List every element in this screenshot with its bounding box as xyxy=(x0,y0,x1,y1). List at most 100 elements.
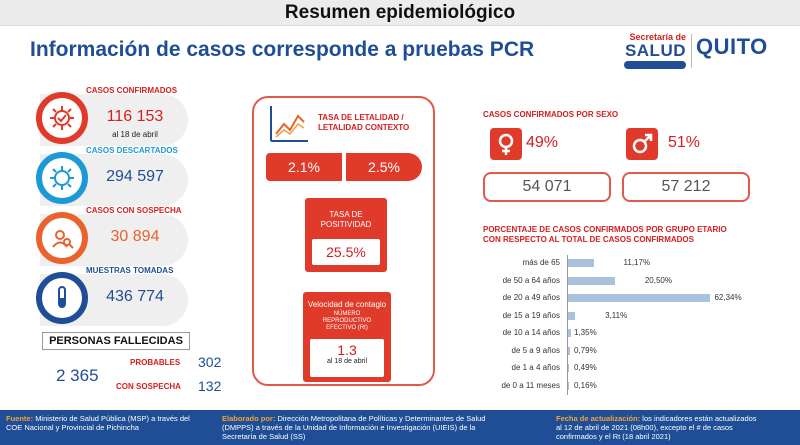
age-bar xyxy=(568,346,570,355)
footer-elaborado-label: Elaborado por: xyxy=(222,414,276,423)
stat-muestras-label: MUESTRAS TOMADAS xyxy=(86,266,174,275)
virus-icon-red xyxy=(36,92,88,144)
contagio-date: al 18 de abril xyxy=(326,358,368,365)
fallecidas-title: PERSONAS FALLECIDAS xyxy=(42,332,190,350)
footer: Fuente: Ministerio de Salud Pública (MSP… xyxy=(0,410,800,445)
age-row: de 10 a 14 años 1,35% xyxy=(470,326,790,340)
header-bar: Resumen epidemiológico xyxy=(0,0,800,26)
stat-confirmados-date: al 18 de abril xyxy=(112,130,158,139)
logo-divider xyxy=(691,34,692,68)
letalidad-title-line2: LETALIDAD CONTEXTO xyxy=(318,123,410,132)
age-bar xyxy=(568,329,572,337)
letalidad-title-line1: TASA DE LETALIDAD / xyxy=(318,113,404,122)
positividad-title-line2: POSITIVIDAD xyxy=(320,220,372,229)
fallecidas-sospecha-label: CON SOSPECHA xyxy=(116,382,181,391)
age-row: de 20 a 49 años 62,34% xyxy=(470,291,790,305)
age-chart-title-line1: PORCENTAJE DE CASOS CONFIRMADOS POR GRUP… xyxy=(483,225,727,234)
stat-sospecha-label: CASOS CON SOSPECHA xyxy=(86,206,182,215)
fallecidas-probables-label: PROBABLES xyxy=(130,358,181,367)
contagio-value: 1.3 xyxy=(337,342,357,358)
female-value-box: 54 071 xyxy=(483,172,611,202)
age-bar xyxy=(568,276,615,285)
quito-logo: QUITO xyxy=(696,32,770,76)
footer-actualizacion: Fecha de actualización: los indicadores … xyxy=(556,414,796,441)
contagio-sub-line2: REPRODUCTIVO xyxy=(322,318,372,324)
male-value-box: 57 212 xyxy=(622,172,750,202)
fallecidas-probables-value: 302 xyxy=(198,354,222,370)
letalidad-value: 2.1% xyxy=(288,159,320,175)
age-value-label: 62,34% xyxy=(714,293,742,302)
age-bar xyxy=(568,311,576,320)
letalidad-contexto-value-box: 2.5% xyxy=(346,153,422,181)
quito-logo-text: QUITO xyxy=(696,34,768,59)
age-category-label: de 5 a 9 años xyxy=(511,345,560,355)
female-icon xyxy=(490,128,522,160)
age-category-label: de 50 a 64 años xyxy=(502,275,560,285)
age-bar xyxy=(568,364,570,372)
age-value-label: 0,79% xyxy=(574,345,597,355)
age-chart-title: PORCENTAJE DE CASOS CONFIRMADOS POR GRUP… xyxy=(483,225,783,245)
footer-actualizacion-label: Fecha de actualización: xyxy=(556,414,641,423)
age-bar xyxy=(568,381,569,390)
stat-descartados-value: 294 597 xyxy=(106,168,164,185)
footer-actualizacion-text: los indicadores están actualizados xyxy=(642,414,757,423)
positividad-value-box: 25.5% xyxy=(311,238,381,266)
male-value: 57 212 xyxy=(661,178,711,195)
age-value-label: 1,35% xyxy=(574,328,597,337)
contagio-value-box: 1.3 al 18 de abril xyxy=(309,338,385,378)
headline: Información de casos corresponde a prueb… xyxy=(30,38,535,61)
footer-actualizacion-text2: al 12 de abril de 2021 (08h00), excepto … xyxy=(556,423,733,432)
age-row: de 0 a 11 meses 0,16% xyxy=(470,379,790,393)
age-category-label: más de 65 xyxy=(522,258,560,267)
age-row: más de 65 11,17% xyxy=(470,256,790,270)
letalidad-contexto-value: 2.5% xyxy=(368,159,400,175)
age-value-label: 0,16% xyxy=(574,380,597,390)
contagio-sub-line3: EFECTIVO (Rt) xyxy=(326,325,368,331)
age-category-label: de 0 a 11 meses xyxy=(501,380,560,390)
stat-muestras-value: 436 774 xyxy=(106,288,164,305)
salud-logo-ribbon xyxy=(624,61,686,69)
female-value: 54 071 xyxy=(522,178,572,195)
letalidad-value-box: 2.1% xyxy=(266,153,342,181)
age-value-label: 0,49% xyxy=(574,363,597,372)
virus-icon-cyan xyxy=(36,152,88,204)
age-category-label: de 1 a 4 años xyxy=(511,363,560,372)
age-bar xyxy=(568,294,711,302)
positividad-title-line1: TASA DE xyxy=(329,210,363,219)
footer-elaborado-text2: (DMPPS) a través de la Unidad de Informa… xyxy=(222,423,476,432)
fallecidas-sospecha-value: 132 xyxy=(198,378,222,394)
age-chart-title-line2: CON RESPECTO AL TOTAL DE CASOS CONFIRMAD… xyxy=(483,235,694,244)
footer-fuente: Fuente: Ministerio de Salud Pública (MSP… xyxy=(6,414,216,432)
stat-confirmados-label: CASOS CONFIRMADOS xyxy=(86,86,178,95)
age-row: de 15 a 19 años 3,11% xyxy=(470,309,790,323)
footer-fuente-text2: COE Nacional y Provincial de Pichincha xyxy=(6,423,139,432)
footer-fuente-label: Fuente: xyxy=(6,414,34,423)
trend-chart-icon xyxy=(270,106,308,142)
female-pct: 49% xyxy=(526,134,559,151)
age-chart-axis xyxy=(567,255,568,395)
footer-actualizacion-text3: confirmados y el Rt (18 abril 2021) xyxy=(556,432,671,441)
age-category-label: de 20 a 49 años xyxy=(502,293,560,302)
salud-logo-top: Secretaría de xyxy=(629,32,686,42)
age-value-label: 11,17% xyxy=(623,258,651,267)
male-pct: 51% xyxy=(668,134,701,151)
stat-confirmados-value: 116 153 xyxy=(106,108,164,125)
sexo-title: CASOS CONFIRMADOS POR SEXO xyxy=(483,110,619,119)
age-value-label: 3,11% xyxy=(605,310,628,320)
stat-descartados-label: CASOS DESCARTADOS xyxy=(86,146,178,155)
footer-elaborado: Elaborado por: Dirección Metropolitana d… xyxy=(222,414,542,441)
age-row: de 5 a 9 años 0,79% xyxy=(470,344,790,358)
positividad-value: 25.5% xyxy=(326,244,366,260)
footer-fuente-text: Ministerio de Salud Pública (MSP) a trav… xyxy=(35,414,190,423)
fallecidas-total: 2 365 xyxy=(56,366,99,385)
age-category-label: de 15 a 19 años xyxy=(502,310,560,320)
page-title: Resumen epidemiológico xyxy=(284,2,516,23)
contagio-title: Velocidad de contagio xyxy=(307,300,387,309)
age-row: de 1 a 4 años 0,49% xyxy=(470,361,790,375)
age-bar xyxy=(568,259,594,267)
contagio-sub-line1: NÚMERO xyxy=(333,311,361,317)
salud-logo-main: SALUD xyxy=(624,41,686,60)
stat-sospecha-value: 30 894 xyxy=(110,228,160,245)
letalidad-title: TASA DE LETALIDAD / LETALIDAD CONTEXTO xyxy=(318,113,409,133)
search-person-icon xyxy=(36,212,88,264)
